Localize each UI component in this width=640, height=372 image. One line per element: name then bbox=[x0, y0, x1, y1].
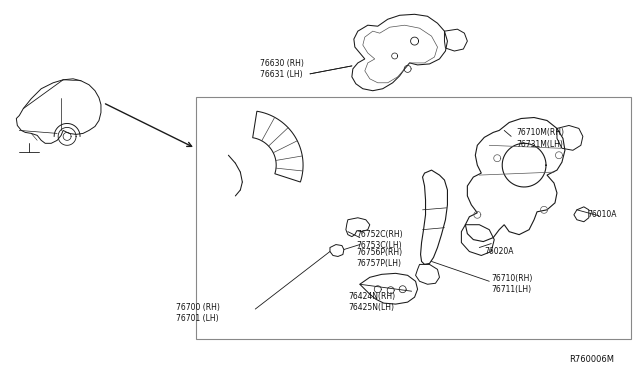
Text: 76700 (RH)
76701 (LH): 76700 (RH) 76701 (LH) bbox=[175, 303, 220, 323]
Text: 76710(RH)
76711(LH): 76710(RH) 76711(LH) bbox=[492, 274, 532, 294]
Text: 76010A: 76010A bbox=[587, 210, 616, 219]
Text: 76752C(RH)
76753C(LH): 76752C(RH) 76753C(LH) bbox=[356, 230, 403, 250]
Text: R760006M: R760006M bbox=[569, 355, 614, 364]
Text: 76424N(RH)
76425N(LH): 76424N(RH) 76425N(LH) bbox=[348, 292, 395, 312]
Text: 76756P(RH)
76757P(LH): 76756P(RH) 76757P(LH) bbox=[356, 247, 402, 267]
Text: 76710M(RH)
76731M(LH): 76710M(RH) 76731M(LH) bbox=[516, 128, 564, 148]
Text: 76020A: 76020A bbox=[484, 247, 514, 256]
Text: 76630 (RH)
76631 (LH): 76630 (RH) 76631 (LH) bbox=[260, 59, 304, 79]
Polygon shape bbox=[196, 97, 630, 339]
